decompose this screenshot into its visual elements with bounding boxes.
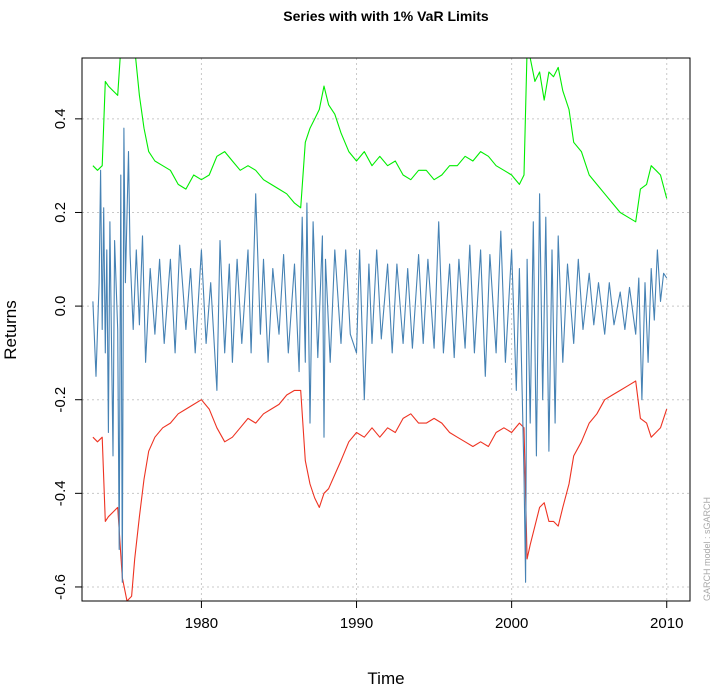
- y-tick-label: -0.4: [52, 480, 69, 506]
- series-line-0: [92, 58, 668, 223]
- x-tick-label: 2000: [495, 615, 528, 632]
- grid: [82, 58, 690, 601]
- y-axis-label: Returns: [1, 300, 20, 360]
- series-group: [92, 58, 668, 601]
- y-tick-label: 0.2: [52, 202, 69, 223]
- y-tick-label: 0.4: [52, 108, 69, 129]
- y-tick-label: -0.2: [52, 387, 69, 413]
- plot-frame: [81, 57, 691, 602]
- series-line-1: [92, 380, 668, 601]
- series-line-2: [92, 127, 668, 583]
- watermark: GARCH model : sGARCH: [702, 497, 712, 601]
- x-tick-label: 1990: [340, 615, 373, 632]
- x-tick-label: 1980: [185, 615, 218, 632]
- chart-title: Series with with 1% VaR Limits: [283, 8, 489, 24]
- x-axis-label: Time: [367, 669, 404, 688]
- y-tick-label: -0.6: [52, 574, 69, 600]
- x-tick-label: 2010: [650, 615, 683, 632]
- y-tick-label: 0.0: [52, 296, 69, 317]
- axes: 1980 1990 2000 2010 -0.6 -0.4 -0.2 0.0 0.2 0.4: [52, 108, 683, 632]
